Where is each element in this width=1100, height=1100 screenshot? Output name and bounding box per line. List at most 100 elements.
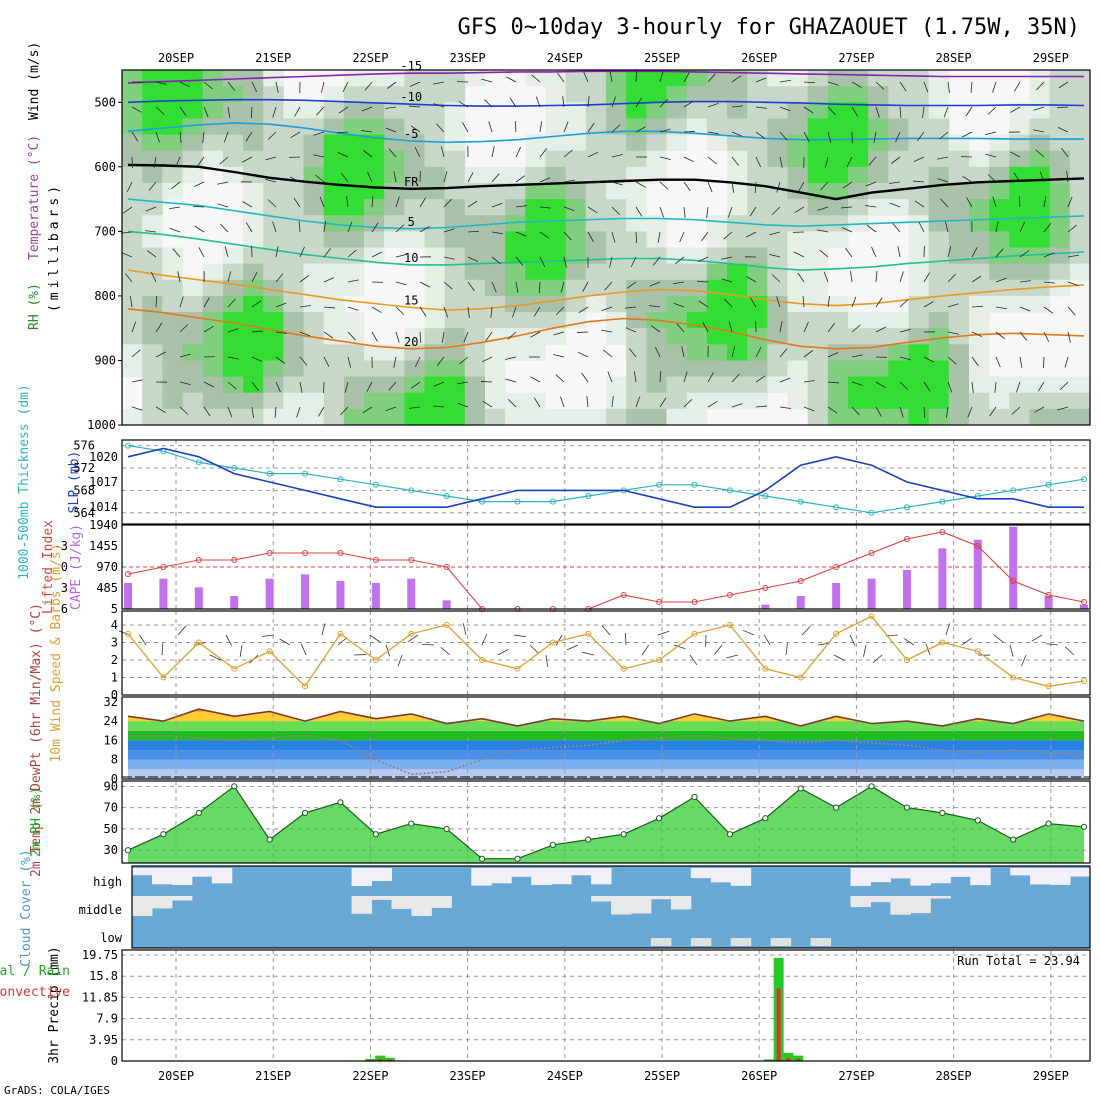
- precip-ytick-label: 15.8: [89, 969, 118, 983]
- date-label-bottom: 26SEP: [741, 1069, 777, 1083]
- rh-shading-cell: [243, 118, 264, 136]
- rh-shading-cell: [585, 70, 607, 87]
- temperature-band: [128, 730, 1084, 741]
- thickness-point: [903, 504, 910, 511]
- wind-barb: [337, 131, 349, 134]
- rh-shading-cell: [848, 199, 869, 216]
- wind-barb: [203, 406, 211, 417]
- rh-shading-cell: [343, 134, 365, 152]
- precip-grid: [122, 950, 1090, 1062]
- cloud-level-middle: middle: [79, 903, 122, 917]
- rh-point: [797, 785, 804, 792]
- cape-bar: [159, 578, 168, 609]
- cape-bar: [407, 578, 416, 609]
- rh-shading-cell: [505, 392, 526, 410]
- rh-shading-cell: [323, 312, 345, 329]
- rh-shading-cell: [565, 279, 587, 297]
- date-axis-bottom: 20SEP 21SEP 22SEP 23SEP 24SEP 25SEP 26SEP 27SEP…: [158, 1069, 1069, 1083]
- rh-shading-cell: [787, 231, 809, 248]
- rh-shading-cell: [444, 231, 466, 248]
- cloud-low-block: [810, 938, 832, 946]
- cloud-low-block: [730, 938, 752, 946]
- cape-bar: [265, 578, 274, 609]
- wind-barb: [148, 181, 157, 191]
- rh-shading-cell: [485, 231, 506, 248]
- wind-barb-10m: [300, 643, 307, 656]
- wind-barb: [219, 156, 229, 165]
- wind-barb: [923, 356, 934, 363]
- cloud-high-block: [850, 868, 871, 886]
- temperature-grid: [122, 697, 1090, 779]
- cape-bar: [1080, 604, 1088, 609]
- wind-barb: [892, 223, 901, 233]
- cloud-middle-block: [930, 896, 951, 899]
- wind-barb: [371, 222, 379, 233]
- cloud-high-block: [1050, 868, 1071, 885]
- wind-barb: [507, 331, 517, 340]
- rh-shading-cell: [848, 360, 869, 378]
- wind-barb: [539, 206, 551, 209]
- wind-barb: [923, 81, 929, 93]
- rh-shading-cell: [727, 182, 748, 200]
- rh-shading-cell: [485, 360, 506, 378]
- wind-barb: [145, 230, 157, 233]
- thickness-point: [797, 498, 804, 505]
- rh-shading-cell: [444, 392, 466, 410]
- rh-shading-cell: [888, 376, 909, 394]
- wind-barb: [388, 381, 397, 391]
- rh-shading-cell: [202, 102, 224, 119]
- rh-shading-cell: [706, 263, 728, 281]
- lifted-index-point: [903, 536, 910, 542]
- rh-shading-cell: [1069, 118, 1091, 136]
- rh-shading-cell: [1069, 134, 1091, 152]
- wind-barb: [845, 247, 853, 258]
- rh-shading-cell: [1029, 408, 1051, 426]
- rh-shading-cell: [424, 118, 446, 136]
- wind-barb: [272, 221, 277, 233]
- rh-shading-cell: [666, 134, 688, 152]
- cloud-middle-block: [371, 896, 392, 900]
- rh-shading-cell: [928, 263, 950, 281]
- rh-shading-cell: [1069, 70, 1091, 87]
- rh-ytick-label: 50: [104, 822, 118, 836]
- rh-shading-cell: [505, 166, 526, 184]
- rh-shading-cell: [1049, 215, 1071, 232]
- wind-frame: [121, 610, 1091, 696]
- rh-shading-cell: [464, 70, 486, 87]
- rh-shading-cell: [1069, 231, 1091, 248]
- rh-shading-cell: [928, 182, 950, 200]
- rh-shading-cell: [565, 182, 587, 200]
- lifted-index-point: [408, 557, 415, 563]
- wind-barb: [362, 406, 373, 414]
- wind-barb: [512, 306, 517, 318]
- rh-shading-cell: [928, 118, 950, 136]
- rh-shading-cell: [606, 166, 627, 184]
- date-label-top: 27SEP: [838, 51, 874, 65]
- rh-shading-cell: [646, 102, 667, 119]
- rh-shading-cell: [767, 344, 788, 361]
- wind-barb: [443, 198, 452, 208]
- wind-barb: [650, 325, 661, 333]
- cloud-middle-block: [151, 896, 173, 909]
- cape-grid: [122, 525, 1090, 609]
- wind-speed-point: [656, 657, 663, 663]
- rh-shading-cell: [545, 408, 567, 426]
- wind-barb: [673, 302, 685, 308]
- wind-barb: [155, 406, 166, 413]
- rh-shading-cell: [666, 408, 688, 426]
- wind-barb: [707, 156, 717, 165]
- rh-shading-cell: [706, 231, 728, 248]
- rh-shading-cell: [989, 166, 1010, 184]
- wind-barb: [679, 231, 685, 243]
- wind-barb: [866, 225, 877, 233]
- rh-shading-cell: [807, 134, 829, 152]
- rh-shading-cell: [525, 408, 546, 426]
- temperature-ytick-label: 16: [104, 733, 118, 747]
- rh-shading-cell: [1049, 134, 1071, 152]
- wind-barb: [607, 371, 613, 383]
- wind-barb: [346, 196, 349, 208]
- thickness-point: [691, 481, 698, 488]
- rh-shading-cell: [807, 199, 829, 216]
- wind-barb: [169, 227, 181, 233]
